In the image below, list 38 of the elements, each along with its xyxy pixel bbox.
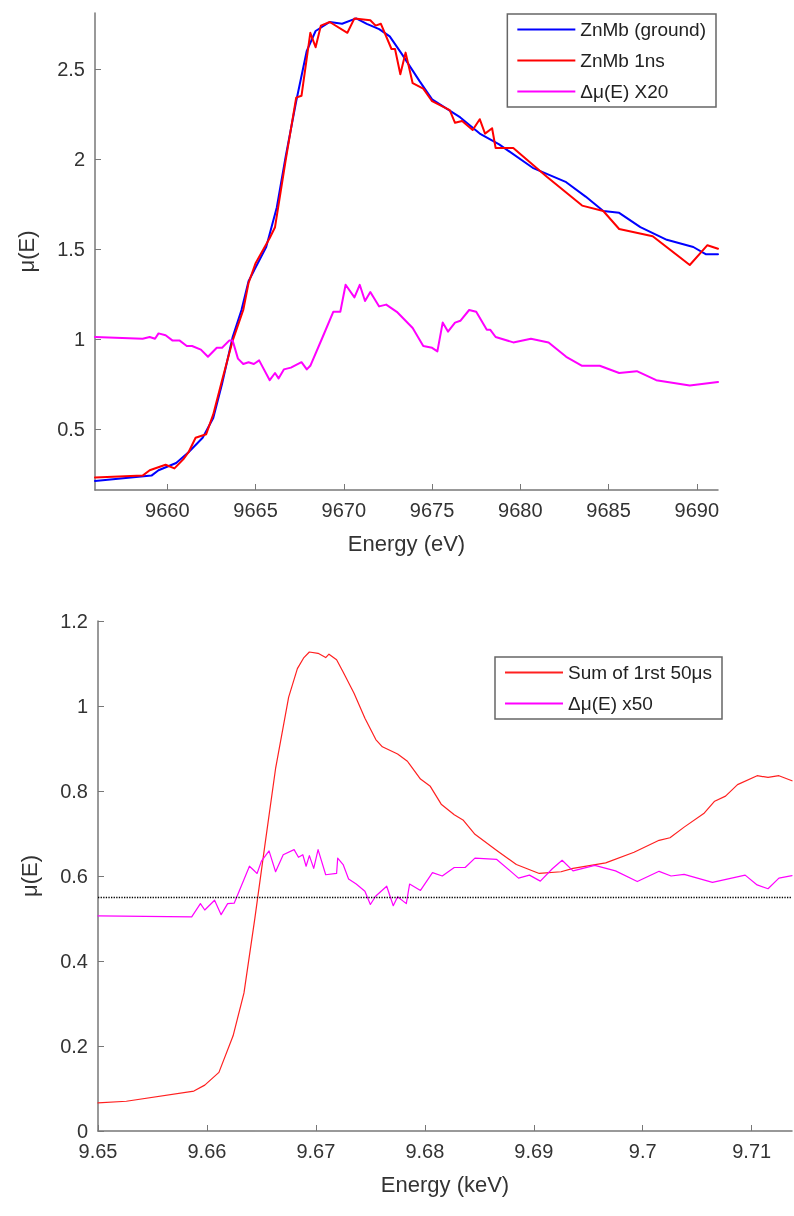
y-tick-label: 1 [76,695,88,717]
y-tick-label: 0.2 [60,1035,88,1057]
x-axis-title: Energy (keV) [380,1171,510,1197]
x-tick-label: 9.71 [732,1140,772,1162]
y-tick-label: 0.8 [60,780,88,802]
legend-label: Δμ(E) X20 [580,81,669,102]
y-tick-label: 1.2 [60,610,88,632]
line-series [97,651,793,1104]
y-tick-label: 0.6 [60,865,88,887]
y-tick-label: 0.5 [57,417,85,440]
x-tick-label: 9.67 [296,1140,336,1162]
x-tick-label: 9685 [586,499,631,521]
x-tick-label: 9.7 [628,1140,657,1162]
y-tick-label: 2 [73,147,85,170]
x-tick-label: 9680 [498,499,543,521]
legend-label: Δμ(E) x50 [568,693,653,714]
y-tick-label: 1 [73,327,85,350]
y-tick-label: 0 [76,1120,88,1142]
y-axis-title: μ(E) [13,230,39,273]
x-tick-label: 9.66 [187,1140,227,1162]
y-axis-title: μ(E) [16,854,42,898]
x-tick-label: 9670 [321,499,367,521]
legend-label: ZnMb 1ns [580,50,665,71]
y-tick-label: 2.5 [57,57,85,80]
x-tick-label: 9665 [233,499,278,521]
y-tick-label: 0.4 [60,950,88,972]
x-tick-label: 9690 [674,499,720,521]
x-tick-label: 9675 [409,499,455,521]
line-series [94,283,719,387]
line-series [97,849,793,918]
x-tick-label: 9.65 [78,1140,118,1162]
x-tick-label: 9.69 [514,1140,554,1162]
x-tick-label: 9660 [145,499,190,521]
x-axis-title: Energy (eV) [347,530,466,556]
legend-label: ZnMb (ground) [580,19,707,40]
y-tick-label: 1.5 [57,237,85,260]
legend-label: Sum of 1rst 50μs [568,662,713,683]
x-tick-label: 9.68 [405,1140,445,1162]
